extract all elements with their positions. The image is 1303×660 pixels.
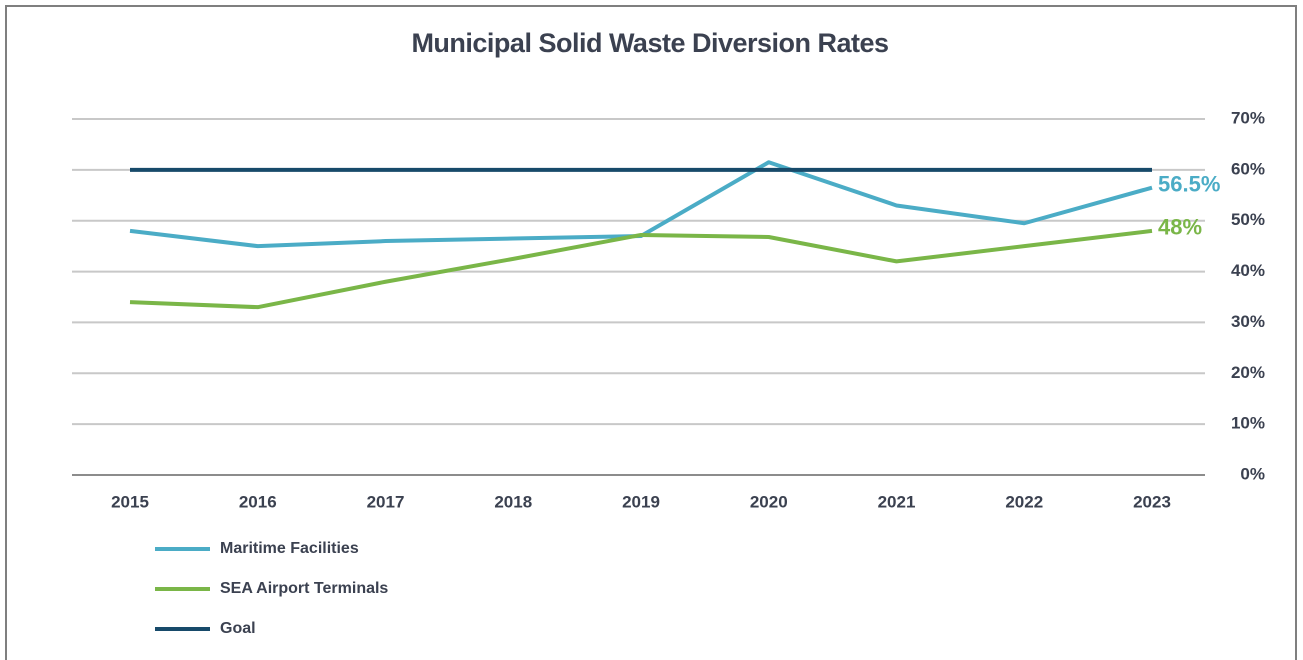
- y-tick-label: 70%: [1231, 108, 1265, 127]
- y-tick-label: 60%: [1231, 159, 1265, 178]
- y-tick-label: 50%: [1231, 210, 1265, 229]
- data-label: 56.5%: [1158, 171, 1220, 196]
- y-tick-label: 30%: [1231, 312, 1265, 331]
- y-tick-label: 20%: [1231, 363, 1265, 382]
- legend-label: Goal: [220, 620, 256, 637]
- x-tick-label: 2018: [494, 492, 532, 511]
- chart-title: Municipal Solid Waste Diversion Rates: [411, 28, 888, 58]
- legend-label: Maritime Facilities: [220, 540, 359, 557]
- y-tick-label: 10%: [1231, 414, 1265, 433]
- x-tick-label: 2019: [622, 492, 660, 511]
- legend-label: SEA Airport Terminals: [220, 580, 388, 597]
- x-tick-label: 2017: [367, 492, 405, 511]
- data-label: 48%: [1158, 215, 1202, 240]
- x-tick-label: 2016: [239, 492, 277, 511]
- x-tick-label: 2021: [878, 492, 916, 511]
- x-tick-label: 2023: [1133, 492, 1171, 511]
- series-line: [129, 228, 1153, 310]
- frame: [5, 5, 1297, 660]
- x-tick-label: 2015: [111, 492, 149, 511]
- x-tick-label: 2022: [1005, 492, 1043, 511]
- y-tick-label: 0%: [1240, 464, 1265, 483]
- x-tick-label: 2020: [750, 492, 788, 511]
- y-tick-label: 40%: [1231, 261, 1265, 280]
